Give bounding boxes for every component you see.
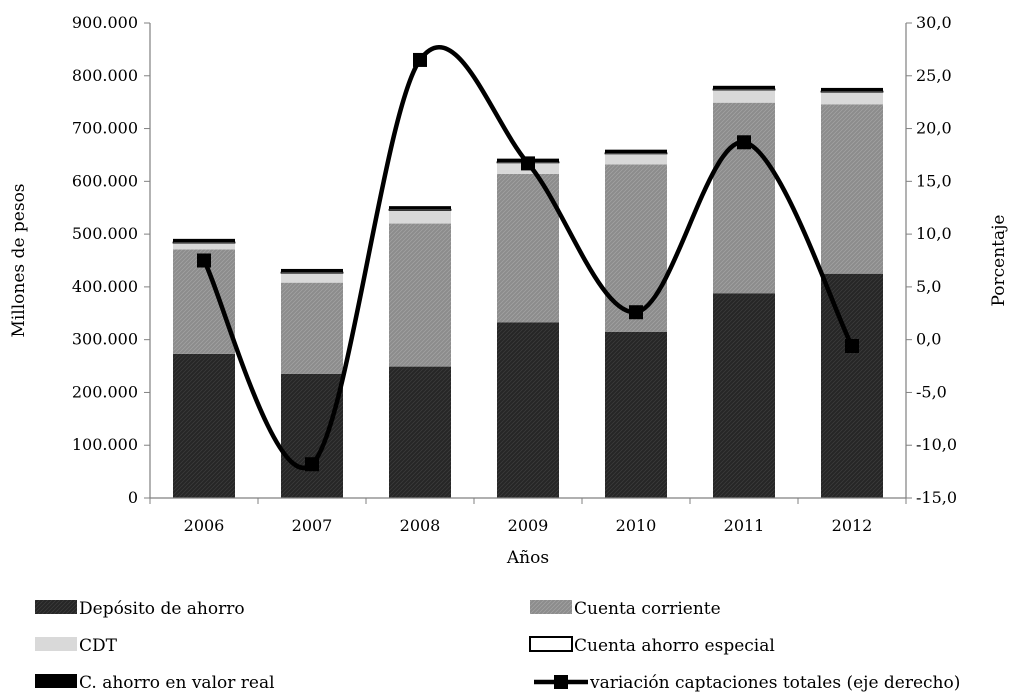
y-tick-label: 900.000	[72, 13, 138, 32]
line-marker-2011	[737, 135, 751, 150]
y2-axis-title: Porcentaje	[989, 215, 1009, 307]
y-axis-title: Millones de pesos	[9, 183, 29, 337]
y-tick-label: 200.000	[72, 382, 138, 401]
bar-c-ahorro-en-valor-real-2011	[713, 85, 775, 89]
legend-label-cdt: CDT	[79, 636, 118, 656]
x-axis-title: Años	[506, 548, 549, 568]
legend-swatch-cuenta-corriente	[530, 600, 572, 614]
legend-label-variaci-n-captaciones-totales-eje-derecho-: variación captaciones totales (eje derec…	[589, 673, 960, 693]
y2-tick-label: -15,0	[916, 488, 957, 507]
x-tick-label: 2007	[292, 516, 333, 535]
legend-swatch-dep-sito-de-ahorro	[35, 600, 77, 614]
bar-cuenta-ahorro-especial-2007	[280, 271, 344, 274]
x-tick-label: 2012	[832, 516, 873, 535]
bar-cuenta-corriente-2007	[281, 282, 343, 374]
y2-tick-label: 0,0	[916, 330, 941, 349]
y2-tick-label: 20,0	[916, 119, 952, 138]
y-tick-label: 0	[128, 488, 138, 507]
bar-cuenta-corriente-2009	[497, 173, 559, 323]
legend-label-cuenta-ahorro-especial: Cuenta ahorro especial	[574, 636, 775, 656]
bar-c-ahorro-en-valor-real-2007	[281, 268, 343, 273]
y2-tick-label: 25,0	[916, 66, 952, 85]
bar-dep-sito-de-ahorro-2010	[605, 331, 667, 498]
line-marker-2009	[521, 156, 535, 171]
bar-cuenta-corriente-2012	[821, 104, 883, 274]
x-tick-label: 2009	[508, 516, 549, 535]
line-marker-2008	[413, 52, 427, 67]
bar-cuenta-corriente-2008	[389, 223, 451, 367]
axes: 0 100.000 200.000 300.000 400.000 500.000 600.…	[9, 13, 1009, 568]
bar-c-ahorro-en-valor-real-2012	[821, 87, 883, 92]
x-tick-label: 2011	[724, 516, 765, 535]
bar-c-ahorro-en-valor-real-2008	[389, 206, 451, 210]
bar-dep-sito-de-ahorro-2009	[497, 322, 559, 498]
bar-cuenta-ahorro-especial-2006	[172, 241, 236, 244]
bar-dep-sito-de-ahorro-2006	[173, 353, 235, 498]
line-marker-2007	[305, 457, 319, 472]
bar-cdt-2010	[605, 153, 667, 165]
bar-cuenta-corriente-2011	[713, 102, 775, 294]
y2-tick-label: -10,0	[916, 435, 957, 454]
line-marker-2010	[629, 305, 643, 320]
line-series	[197, 45, 859, 472]
y-tick-label: 300.000	[72, 330, 138, 349]
y-tick-label: 800.000	[72, 66, 138, 85]
y-tick-label: 100.000	[72, 435, 138, 454]
y-tick-label: 400.000	[72, 277, 138, 296]
y2-tick-label: 15,0	[916, 171, 952, 190]
bar-dep-sito-de-ahorro-2007	[281, 373, 343, 498]
bar-cuenta-ahorro-especial-2008	[388, 208, 452, 211]
x-tick-label: 2008	[400, 516, 441, 535]
legend-label-c-ahorro-en-valor-real: C. ahorro en valor real	[79, 673, 275, 693]
legend-swatch-c-ahorro-en-valor-real	[35, 674, 77, 688]
bar-c-ahorro-en-valor-real-2006	[173, 238, 235, 243]
bar-dep-sito-de-ahorro-2012	[821, 273, 883, 498]
bar-cdt-2012	[821, 92, 883, 105]
y2-tick-label: 10,0	[916, 224, 952, 243]
legend: Depósito de ahorro Cuenta corriente CDT Cue…	[35, 599, 960, 693]
line-marker-2012	[845, 339, 859, 353]
bar-cdt-2007	[281, 273, 343, 283]
legend-swatch-marker	[554, 675, 568, 689]
bar-cdt-2008	[389, 210, 451, 224]
bar-cuenta-ahorro-especial-2012	[820, 90, 884, 93]
bar-dep-sito-de-ahorro-2008	[389, 366, 451, 498]
y-tick-label: 500.000	[72, 224, 138, 243]
bar-dep-sito-de-ahorro-2011	[713, 293, 775, 498]
legend-swatch-cuenta-ahorro-especial	[529, 636, 573, 652]
legend-label-cuenta-corriente: Cuenta corriente	[574, 599, 721, 619]
y-tick-label: 600.000	[72, 171, 138, 190]
legend-label-dep-sito-de-ahorro: Depósito de ahorro	[79, 599, 245, 619]
x-tick-label: 2006	[184, 516, 225, 535]
bar-cdt-2011	[713, 90, 775, 103]
y2-tick-label: 30,0	[916, 13, 952, 32]
line-marker-2006	[197, 253, 211, 268]
y-tick-label: 700.000	[72, 119, 138, 138]
y2-tick-label: -5,0	[916, 382, 947, 401]
bar-c-ahorro-en-valor-real-2010	[605, 149, 667, 153]
legend-swatch-cdt	[35, 637, 77, 651]
bar-cuenta-ahorro-especial-2011	[712, 88, 776, 91]
x-tick-label: 2010	[616, 516, 657, 535]
bar-group	[172, 85, 884, 498]
y2-tick-label: 5,0	[916, 277, 941, 296]
bar-cdt-2006	[173, 243, 235, 250]
bar-cuenta-ahorro-especial-2010	[604, 152, 668, 155]
